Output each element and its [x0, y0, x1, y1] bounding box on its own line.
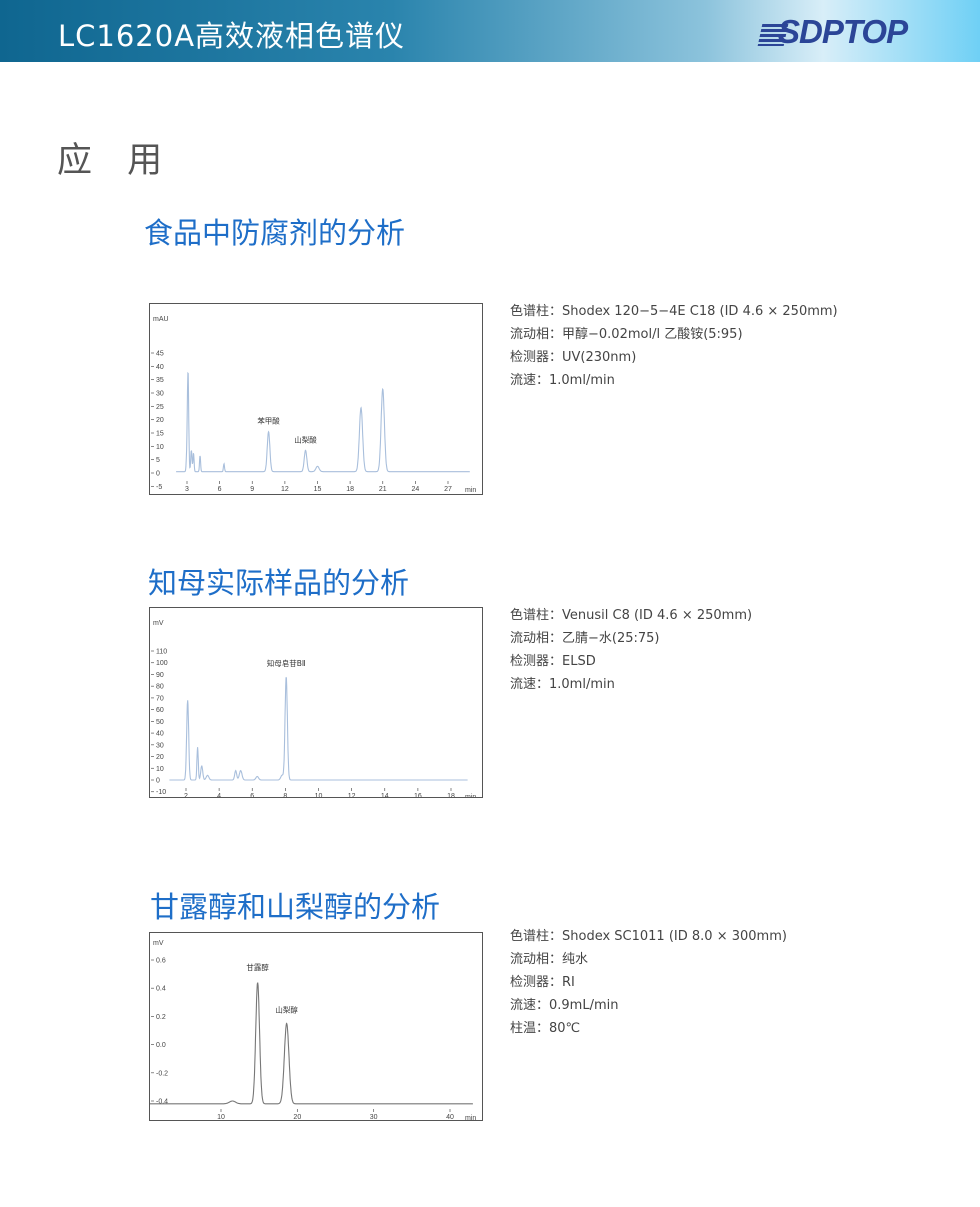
x-tick-label: 12: [281, 486, 289, 493]
spec-flow-rate: 流速：1.0ml/min: [510, 677, 615, 692]
y-tick-label: 15: [156, 431, 164, 438]
x-tick-label: 40: [446, 1114, 454, 1120]
spec-detector: 检测器：RI: [510, 975, 575, 990]
spec-column: 色谱柱：Venusil C8 (ID 4.6 × 250mm): [510, 608, 753, 623]
x-tick-label: 18: [346, 486, 354, 493]
x-tick-label: 3: [185, 486, 189, 493]
y-tick-label: -0.4: [156, 1099, 168, 1106]
peak-label: 山梨酸: [294, 434, 317, 444]
y-tick-label: 10: [156, 444, 164, 451]
application-title-1: 食品中防腐剂的分析: [144, 216, 406, 250]
spec-mobile-phase: 流动相：甲醇−0.02mol/l 乙酸铵(5:95): [510, 327, 743, 342]
x-tick-label: 6: [250, 793, 254, 797]
x-tick-label: 2: [184, 793, 188, 797]
x-tick-label: 4: [217, 793, 221, 797]
y-tick-label: 30: [156, 391, 164, 398]
section-title: 应 用: [57, 141, 175, 181]
spec-flow-rate: 流速：0.9mL/min: [510, 998, 619, 1013]
spec-column: 色谱柱：Shodex 120−5−4E C18 (ID 4.6 × 250mm): [510, 304, 838, 319]
x-tick-label: 12: [348, 793, 356, 797]
y-tick-label: 0.0: [156, 1042, 166, 1049]
x-tick-label: 14: [381, 793, 389, 797]
product-title: LC1620A高效液相色谱仪: [58, 19, 406, 53]
y-tick-label: 25: [156, 404, 164, 411]
y-tick-label: 0: [156, 778, 160, 785]
specs-3: 色谱柱：Shodex SC1011 (ID 8.0 × 300mm) 流动相：纯…: [510, 925, 787, 1040]
y-tick-label: 0.2: [156, 1014, 166, 1021]
y-tick-label: 0: [156, 471, 160, 478]
x-axis-unit: min: [465, 1115, 476, 1120]
y-tick-label: 35: [156, 377, 164, 384]
x-tick-label: 30: [370, 1114, 378, 1120]
x-tick-label: 20: [293, 1114, 301, 1120]
y-tick-label: 5: [156, 457, 160, 464]
application-title-2: 知母实际样品的分析: [148, 566, 410, 600]
y-tick-label: 110: [156, 649, 167, 656]
x-axis-unit: min: [465, 487, 476, 494]
spec-column: 色谱柱：Shodex SC1011 (ID 8.0 × 300mm): [510, 929, 787, 944]
chromatogram-trace: [150, 982, 473, 1105]
specs-1: 色谱柱：Shodex 120−5−4E C18 (ID 4.6 × 250mm)…: [510, 300, 838, 392]
y-axis-unit: mV: [153, 620, 164, 627]
y-tick-label: -10: [156, 789, 166, 796]
header-banner: LC1620A高效液相色谱仪 SDPTOP: [0, 0, 980, 62]
spec-mobile-phase: 流动相：纯水: [510, 952, 589, 967]
x-tick-label: 15: [314, 486, 322, 493]
y-axis-unit: mAU: [153, 316, 169, 323]
y-tick-label: 20: [156, 417, 164, 424]
x-tick-label: 21: [379, 486, 387, 493]
peak-label: 甘露醇: [246, 962, 269, 972]
x-tick-label: 24: [411, 486, 419, 493]
x-tick-label: 9: [250, 486, 254, 493]
y-tick-label: -0.2: [156, 1070, 168, 1077]
application-title-3: 甘露醇和山梨醇的分析: [150, 890, 441, 924]
y-tick-label: 30: [156, 742, 164, 749]
logo-text: SDPTOP: [778, 13, 908, 50]
y-tick-label: 10: [156, 766, 164, 773]
y-tick-label: 0.4: [156, 986, 166, 993]
y-tick-label: 0.6: [156, 958, 166, 965]
y-tick-label: 90: [156, 672, 164, 679]
spec-mobile-phase: 流动相：乙腈−水(25:75): [510, 631, 660, 646]
peak-label: 苯甲酸: [257, 416, 280, 426]
y-tick-label: 50: [156, 719, 164, 726]
x-tick-label: 10: [315, 793, 323, 797]
peak-label: 山梨醇: [275, 1004, 298, 1014]
x-axis-unit: min: [465, 794, 476, 797]
x-tick-label: 16: [414, 793, 422, 797]
x-tick-label: 10: [217, 1114, 225, 1120]
y-tick-label: 40: [156, 364, 164, 371]
spec-detector: 检测器：UV(230nm): [510, 350, 637, 365]
brand-logo: SDPTOP: [757, 13, 930, 51]
peak-label: 知母皂苷BⅡ: [267, 658, 306, 668]
y-tick-label: 100: [156, 660, 168, 667]
y-tick-label: -5: [156, 484, 162, 491]
x-tick-label: 8: [283, 793, 287, 797]
x-tick-label: 27: [444, 486, 452, 493]
chromatogram-1: mAU min -5 0 5 10 15 20 25 30 35 40 45 3 6 9 12 15 18 21 24 2…: [149, 303, 483, 495]
y-tick-label: 80: [156, 684, 164, 691]
y-tick-label: 60: [156, 707, 164, 714]
chromatogram-trace: [169, 677, 468, 781]
chromatogram-2: mV min -10 0 10 20 30 40 50 60 70 80 90 100 110 2 4 6 8 10 1…: [149, 607, 483, 798]
y-tick-label: 45: [156, 351, 164, 358]
y-axis-unit: mV: [153, 940, 164, 947]
y-tick-label: 20: [156, 754, 164, 761]
specs-2: 色谱柱：Venusil C8 (ID 4.6 × 250mm) 流动相：乙腈−水…: [510, 604, 752, 696]
spec-flow-rate: 流速：1.0ml/min: [510, 373, 615, 388]
x-tick-label: 18: [447, 793, 455, 797]
chromatogram-3: mV min -0.4 -0.2 0.0 0.2 0.4 0.6 10 20 30 40 甘露醇山梨醇: [149, 932, 483, 1121]
y-tick-label: 70: [156, 695, 164, 702]
x-tick-label: 6: [218, 486, 222, 493]
spec-column-temperature: 柱温：80℃: [510, 1021, 581, 1036]
chromatogram-trace: [176, 371, 470, 473]
spec-detector: 检测器：ELSD: [510, 654, 596, 669]
y-tick-label: 40: [156, 731, 164, 738]
